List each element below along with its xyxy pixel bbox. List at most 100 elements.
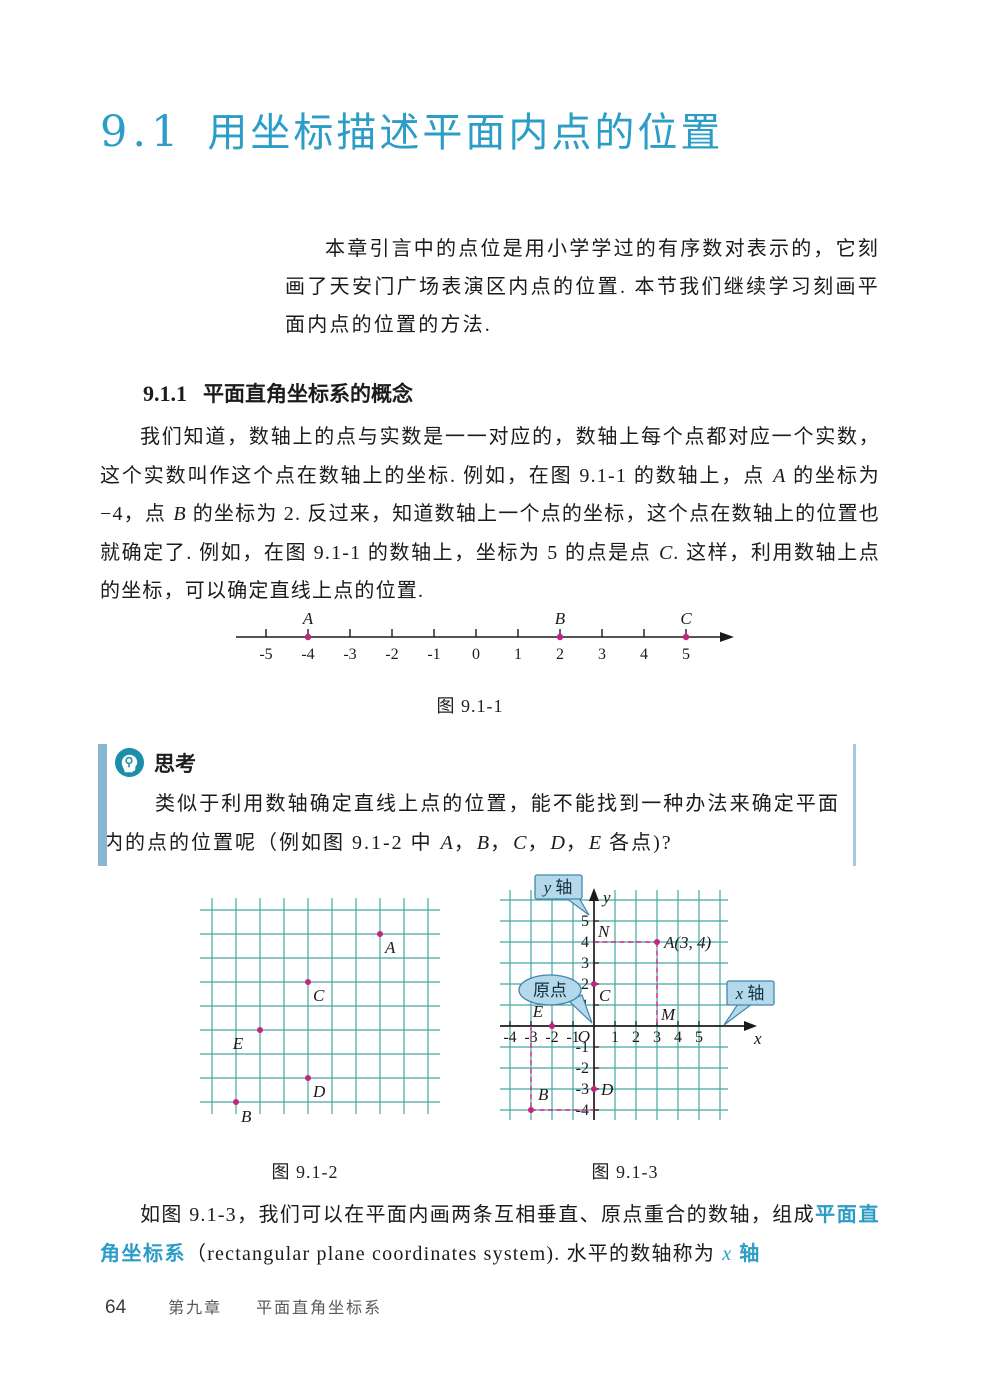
think-box: 思考 类似于利用数轴确定直线上点的位置，能不能找到一种办法来确定平面内的点的位置… [98, 744, 856, 866]
svg-text:x 轴: x 轴 [735, 984, 765, 1003]
svg-text:E: E [532, 1002, 544, 1021]
think-box-header: 思考 [98, 744, 856, 778]
point-D [591, 1086, 597, 1092]
x-axis-label: x [753, 1029, 762, 1048]
figure-grid-points: A C E D B [200, 898, 440, 1126]
callout-x-axis: x 轴 [723, 980, 775, 1026]
svg-text:1: 1 [611, 1029, 619, 1046]
y-axis-label: y [601, 888, 611, 907]
point-E [257, 1027, 263, 1033]
section-number: 9.1 [100, 107, 184, 157]
subsection-number: 9.1.1 [143, 381, 187, 406]
paragraph-text: 如图 9.1-3，我们可以在平面内画两条互相垂直、原点重合的数轴，组成 [140, 1204, 816, 1226]
svg-text:-1: -1 [427, 646, 440, 663]
point-E [549, 1023, 555, 1029]
marked-points [233, 931, 383, 1105]
figure2-caption: 图 9.1-2 [271, 1162, 339, 1182]
svg-text:E: E [232, 1034, 244, 1053]
figure-number-line: -5 -4 -3 -2 -1 0 1 2 3 4 5 A B C [236, 611, 734, 663]
point-D [305, 1075, 311, 1081]
figure-coordinate-system: -4-3 -2-1 12 34 5 54 32 1-1 -2-3 -4 O x … [500, 874, 775, 1120]
svg-text:-2: -2 [576, 1060, 589, 1077]
svg-text:N: N [597, 922, 611, 941]
origin-label: O [578, 1027, 590, 1046]
marked-points [528, 939, 660, 1113]
variable-x: x [722, 1242, 732, 1265]
svg-text:D: D [600, 1080, 614, 1099]
svg-text:-3: -3 [343, 646, 356, 663]
svg-text:-1: -1 [576, 1039, 589, 1056]
variable-D: D [550, 832, 565, 854]
point-C [305, 979, 311, 985]
variable-C: C [513, 832, 527, 854]
axis-tick-labels: -5 -4 -3 -2 -1 0 1 2 3 4 5 [259, 646, 690, 663]
point-B [528, 1107, 534, 1113]
point-A [377, 931, 383, 937]
section-title-text: 用坐标描述平面内点的位置 [207, 110, 724, 155]
svg-text:原点: 原点 [533, 981, 567, 1000]
axis-tick-marks [265, 629, 687, 637]
svg-text:3: 3 [653, 1029, 661, 1046]
svg-text:C: C [680, 611, 692, 628]
callout-origin: 原点 [518, 974, 593, 1024]
svg-text:-2: -2 [545, 1029, 558, 1046]
paragraph-text: . 这样，利用数轴上点的坐标，可以确定直线上点的位置. [100, 541, 880, 603]
variable-B: B [476, 832, 490, 854]
svg-text:2: 2 [556, 646, 564, 663]
key-term: 平面直角坐标系 [100, 1204, 880, 1265]
point-labels: A B C [302, 611, 693, 628]
svg-text:2: 2 [581, 976, 589, 993]
point-C [682, 633, 690, 641]
point-B [233, 1099, 239, 1105]
paragraph-text: 的坐标为−4，点 [100, 464, 881, 526]
subsection-heading: 9.1.1 平面直角坐标系的概念 [143, 378, 413, 408]
paragraph-text: 的坐标为 2. 反过来，知道数轴上一个点的坐标，这个点在数轴上的位置也就确定了.… [100, 503, 880, 564]
page-title: 9.1 用坐标描述平面内点的位置 [100, 100, 723, 158]
arrowhead-right-icon [720, 632, 734, 642]
svg-text:4: 4 [640, 646, 648, 663]
point-B [556, 633, 564, 641]
grid-lines [200, 898, 440, 1114]
subsection-title: 平面直角坐标系的概念 [203, 383, 413, 406]
svg-text:-3: -3 [576, 1081, 589, 1098]
point-C [591, 981, 597, 987]
svg-text:-1: -1 [566, 1029, 579, 1046]
y-arrowhead-icon [589, 888, 599, 901]
body-paragraph-1: 我们知道，数轴上的点与实数是一一对应的，数轴上每个点都对应一个实数，这个实数叫作… [100, 418, 880, 611]
footer-chapter-title: 平面直角坐标系 [256, 1300, 383, 1317]
svg-text:D: D [312, 1082, 326, 1101]
svg-text:3: 3 [598, 646, 606, 663]
svg-text:B: B [555, 611, 566, 628]
variable-C: C [658, 541, 673, 564]
svg-text:C: C [313, 986, 325, 1005]
point-labels: A C E D B [232, 938, 396, 1126]
variable-E: E [588, 832, 602, 854]
x-arrowhead-icon [744, 1021, 757, 1031]
think-box-text: 类似于利用数轴确定直线上点的位置，能不能找到一种办法来确定平面内的点的位置呢（例… [103, 793, 840, 854]
svg-text:A: A [384, 938, 396, 957]
svg-text:A: A [302, 611, 314, 628]
svg-text:-4: -4 [301, 646, 314, 663]
think-box-left-bar [98, 744, 107, 866]
point-labels: A(3, 4) N M C E D B [532, 922, 712, 1104]
think-box-right-rule [853, 744, 856, 866]
callout-tail [723, 1003, 754, 1026]
svg-text:3: 3 [581, 955, 589, 972]
footer-chapter: 第九章 [168, 1300, 223, 1317]
number-line-axis: -5 -4 -3 -2 -1 0 1 2 3 4 5 [236, 629, 734, 663]
svg-text:-2: -2 [385, 646, 398, 663]
figure3-caption: 图 9.1-3 [591, 1162, 659, 1182]
page-number: 64 [105, 1297, 127, 1318]
point-A [304, 633, 312, 641]
axes: -4-3 -2-1 12 34 5 54 32 1-1 -2-3 -4 O x … [500, 888, 762, 1120]
variable-A: A [773, 464, 786, 487]
svg-text:5: 5 [682, 646, 690, 663]
svg-text:1: 1 [514, 646, 522, 663]
svg-text:y 轴: y 轴 [542, 878, 573, 897]
paragraph-text: 类似于利用数轴确定直线上点的位置，能不能找到一种办法来确定平面内的点的位置呢（例… [103, 793, 840, 854]
variable-A: A [440, 832, 453, 854]
svg-text:-5: -5 [259, 646, 272, 663]
marked-points [304, 633, 690, 641]
